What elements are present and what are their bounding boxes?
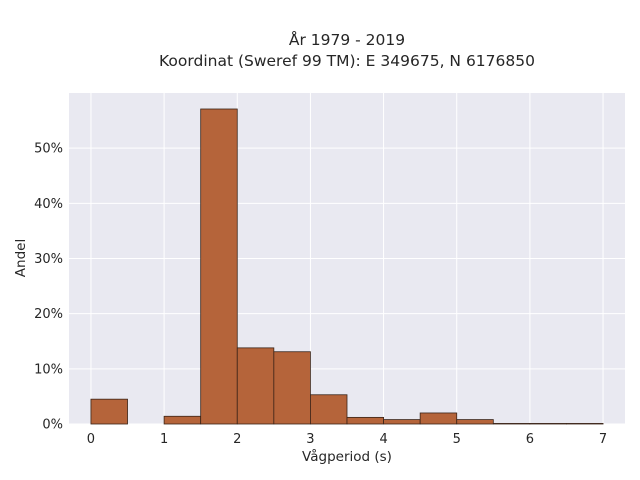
histogram-bars	[90, 108, 604, 425]
y-axis-ticks: 0% 10% 20% 30% 40% 50%	[34, 142, 63, 433]
histogram-bar	[346, 416, 384, 425]
histogram-bar	[163, 415, 202, 425]
histogram-bar	[236, 347, 275, 425]
y-tick-label: 50%	[34, 142, 63, 157]
histogram-bar	[566, 423, 604, 425]
histogram-bar	[456, 419, 494, 425]
histogram-bar	[383, 419, 421, 425]
x-tick-label: 2	[233, 432, 241, 447]
y-axis-label: Andel	[13, 239, 29, 277]
x-tick-label: 4	[379, 432, 387, 447]
histogram-bar	[200, 108, 238, 425]
y-tick-label: 0%	[42, 418, 63, 433]
x-tick-label: 7	[599, 432, 607, 447]
y-tick-label: 10%	[34, 362, 63, 377]
chart-title: År 1979 - 2019	[289, 30, 405, 49]
y-tick-label: 20%	[34, 307, 63, 322]
y-tick-label: 40%	[34, 197, 63, 212]
x-tick-label: 5	[453, 432, 461, 447]
x-axis-ticks: 0 1 2 3 4 5 6 7	[87, 432, 607, 447]
histogram-bar	[492, 423, 531, 425]
histogram-bar	[310, 394, 348, 425]
x-tick-label: 0	[87, 432, 95, 447]
x-tick-label: 1	[160, 432, 168, 447]
histogram-bar	[419, 412, 458, 425]
histogram-bar	[529, 423, 567, 425]
histogram-bar	[273, 351, 311, 425]
histogram-bar	[90, 398, 128, 425]
chart-subtitle: Koordinat (Sweref 99 TM): E 349675, N 61…	[159, 52, 535, 70]
x-tick-label: 6	[526, 432, 534, 447]
y-tick-label: 30%	[34, 252, 63, 267]
x-axis-label: Vågperiod (s)	[302, 448, 392, 465]
x-tick-label: 3	[306, 432, 314, 447]
